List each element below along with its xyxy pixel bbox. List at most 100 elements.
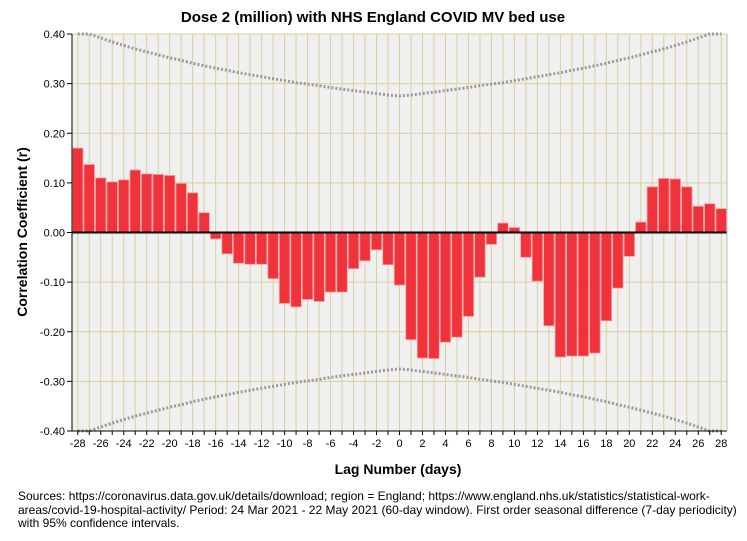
bar-lag--12 (255, 232, 268, 265)
x-tick-label: -12 (254, 438, 270, 450)
x-tick-label: -22 (139, 438, 155, 450)
bar-lag--9 (290, 232, 302, 308)
bar-lag-4 (439, 232, 452, 343)
x-tick-label: -26 (93, 438, 109, 450)
y-tick-label: -0.20 (40, 327, 65, 339)
chart-title: Dose 2 (million) with NHS England COVID … (181, 9, 565, 26)
x-tick-label: -14 (231, 438, 247, 450)
bar-lag-18 (600, 232, 612, 322)
bar-lag--28 (72, 147, 84, 233)
bar-lag-16 (577, 232, 590, 357)
x-tick-label: 16 (577, 438, 589, 450)
y-tick-label: -0.10 (40, 277, 65, 289)
x-tick-label: 10 (508, 438, 520, 450)
bar-lag--6 (324, 232, 337, 293)
y-tick-label: 0.40 (44, 29, 65, 41)
bar-lag-28 (715, 208, 727, 233)
bar-lag--21 (152, 174, 164, 233)
bar-lag--22 (141, 173, 153, 233)
bar-lag--10 (278, 232, 291, 304)
bar-lag-24 (669, 178, 681, 233)
bar-lag--17 (198, 212, 210, 233)
bar-lag--24 (118, 179, 130, 233)
x-tick-label: -24 (116, 438, 132, 450)
bar-lag-3 (428, 232, 440, 359)
x-tick-label: -28 (70, 438, 86, 450)
bar-lag--2 (370, 232, 383, 251)
bar-lag-14 (554, 232, 567, 358)
x-tick-label: 6 (465, 438, 471, 450)
upper-confidence-limit (77, 32, 722, 98)
x-tick-label: 14 (554, 438, 566, 450)
bar-lag--18 (187, 192, 199, 233)
lower-confidence-limit (77, 367, 722, 433)
bar-lag--15 (221, 232, 233, 255)
x-tick-label: -18 (185, 438, 201, 450)
bar-lag-20 (623, 232, 635, 257)
x-tick-label: 4 (442, 438, 448, 450)
y-tick-label: 0.20 (44, 128, 65, 140)
x-tick-label: -4 (349, 438, 359, 450)
bar-lag-19 (612, 232, 624, 289)
bar-lag-5 (451, 232, 463, 338)
bar-lag-22 (646, 186, 658, 233)
correlogram-chart: Dose 2 (million) with NHS England COVID … (14, 9, 728, 477)
bar-lag--20 (164, 175, 176, 233)
x-tick-label: 24 (669, 438, 681, 450)
bar-lag-12 (531, 232, 544, 282)
bar-lag--3 (359, 232, 371, 262)
plot-area: 0.40 0.30 0.20 0.10 0.00 -0.10 -0.20 -0.30 -0.40… (40, 29, 728, 450)
bar-lag--26 (95, 177, 107, 233)
bar-lag--1 (382, 232, 394, 266)
x-tick-label: 8 (488, 438, 494, 450)
sources-note: Sources: https://coronavirus.data.gov.uk… (18, 489, 737, 530)
y-axis-title: Correlation Coefficient (r) (14, 147, 30, 317)
x-tick-label: -6 (326, 438, 336, 450)
bar-lag--19 (175, 182, 187, 233)
bar-lag--25 (106, 181, 118, 233)
x-tick-label: 28 (715, 438, 727, 450)
x-tick-label: 20 (623, 438, 635, 450)
x-tick-label: 18 (600, 438, 612, 450)
bar-lag-25 (681, 186, 693, 233)
bar-lag-8 (485, 232, 498, 245)
bar-lag-23 (658, 178, 670, 233)
bar-lag--13 (244, 232, 256, 265)
bar-lag--27 (83, 164, 95, 233)
bar-lag-11 (520, 232, 532, 258)
bar-lag-26 (692, 205, 704, 233)
y-tick-label: 0.10 (44, 178, 65, 190)
bar-lag-6 (462, 232, 475, 317)
bar-lag--5 (336, 232, 348, 293)
bar-lag-9 (497, 222, 509, 233)
x-tick-label: -10 (277, 438, 293, 450)
y-tick-label: -0.40 (40, 426, 65, 438)
bar-lag--14 (232, 232, 245, 264)
x-tick-label: -8 (303, 438, 313, 450)
bar-lag-0 (393, 232, 406, 286)
x-tick-label: -20 (162, 438, 178, 450)
bar-lag-27 (704, 203, 716, 233)
bar-lag-13 (543, 232, 555, 327)
bar-lag--7 (313, 232, 325, 302)
x-axis-title: Lag Number (days) (335, 461, 462, 477)
bar-lag--23 (129, 169, 141, 233)
x-tick-label: 2 (419, 438, 425, 450)
x-tick-label: -2 (372, 438, 382, 450)
x-tick-label: 26 (692, 438, 704, 450)
y-tick-label: 0.00 (44, 228, 65, 240)
bar-lag-21 (635, 221, 647, 233)
bar-lag-15 (566, 232, 578, 357)
bar-lag-2 (416, 232, 429, 359)
y-tick-label: 0.30 (44, 79, 65, 91)
bar-lag-7 (474, 232, 486, 278)
x-tick-label: 12 (531, 438, 543, 450)
bar-lag-1 (405, 232, 417, 341)
x-tick-label: 22 (646, 438, 658, 450)
x-tick-label: -16 (208, 438, 224, 450)
x-tick-label: 0 (396, 438, 402, 450)
bar-lag-17 (589, 232, 601, 354)
bar-lag--11 (267, 232, 279, 280)
y-tick-label: -0.30 (40, 376, 65, 388)
